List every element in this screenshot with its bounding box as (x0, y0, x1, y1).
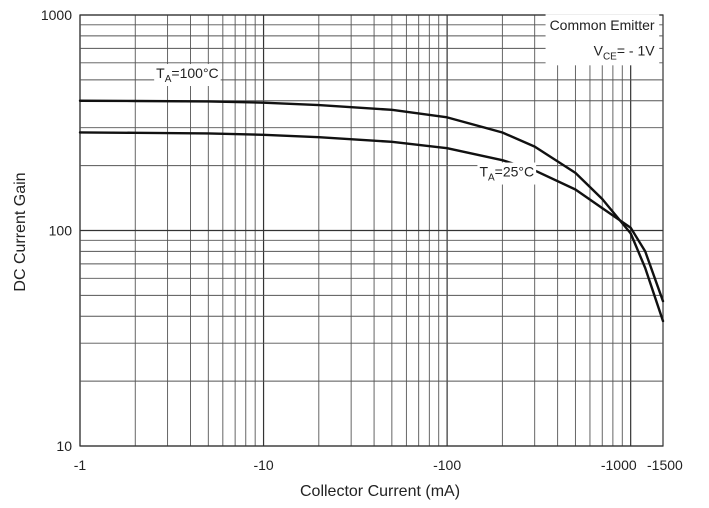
series-label-25c: TA=25°C (477, 162, 537, 185)
conditions-vce-sub: CE (603, 51, 617, 62)
series-label-25c-sub: A (488, 173, 495, 184)
x-axis-ticks: -1 -10 -100 -1000 -1500 (74, 457, 683, 473)
series-line-25c (78, 131, 665, 303)
y-tick-label: 1000 (41, 7, 72, 23)
series-label-100c-text: TA=100°C (156, 65, 218, 85)
series-line-100c (78, 99, 665, 323)
series-label-100c-sub: A (165, 74, 172, 85)
series-label-25c-background (477, 162, 537, 185)
grid-lines (79, 14, 663, 447)
series-label-25c-value: =25°C (495, 164, 534, 180)
series-label-25c-text: TA=25°C (479, 164, 534, 184)
data-series (78, 99, 665, 323)
y-axis-ticks: 10 100 1000 (41, 7, 72, 454)
series-label-100c-background (154, 64, 221, 87)
conditions-vce-value: = - 1V (617, 42, 655, 58)
x-tick-label: -1 (74, 457, 87, 473)
series-label-25c-main: T (479, 164, 488, 180)
conditions-box-background (545, 14, 660, 66)
x-axis-label: Collector Current (mA) (300, 483, 460, 500)
conditions-vce-main: V (594, 42, 604, 58)
series-label-100c-main: T (156, 65, 165, 81)
y-axis-label: DC Current Gain (12, 172, 29, 291)
conditions-line-1: Common Emitter (550, 17, 655, 33)
x-tick-label: -10 (253, 457, 273, 473)
y-tick-label: 10 (56, 438, 72, 454)
plot-area: Common Emitter VCE= - 1V TA=100°C TA=25°… (78, 14, 665, 447)
x-tick-label: -1500 (647, 457, 683, 473)
x-tick-label: -1000 (601, 457, 637, 473)
conditions-box: Common Emitter VCE= - 1V (545, 14, 660, 66)
series-label-100c: TA=100°C (154, 64, 221, 87)
chart-annotations: Common Emitter VCE= - 1V TA=100°C TA=25°… (154, 14, 660, 185)
x-tick-label: -100 (433, 457, 461, 473)
y-tick-label: 100 (49, 223, 73, 239)
conditions-line-2: VCE= - 1V (594, 42, 656, 62)
series-label-100c-value: =100°C (171, 65, 218, 81)
